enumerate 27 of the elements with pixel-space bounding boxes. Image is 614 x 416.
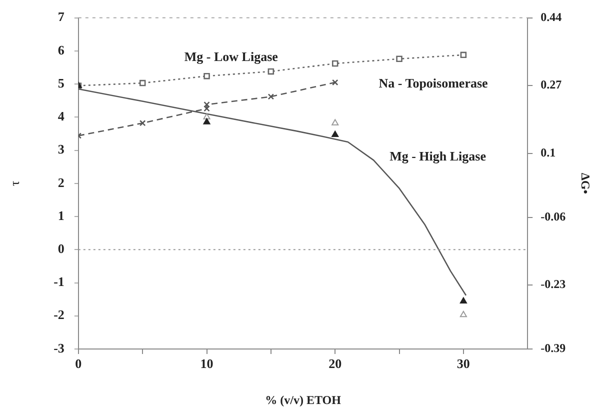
- x-axis-title: % (v/v) ETOH: [265, 392, 342, 407]
- y-tick-label: -2: [54, 307, 64, 322]
- y2-tick-label: 0.27: [540, 78, 562, 92]
- y2-tick-label: -0.39: [540, 341, 566, 356]
- y-tick-label: 0: [58, 241, 64, 256]
- y-tick-label: 2: [58, 174, 64, 190]
- y-tick-label: -1: [54, 274, 64, 290]
- y2-tick-label: 0.1: [540, 146, 556, 160]
- annotation: Mg - Low Ligase: [184, 48, 278, 64]
- annotation: Mg - High Ligase: [390, 148, 486, 164]
- x-tick-label: 30: [456, 356, 470, 372]
- y2-axis-title: ΔG•: [578, 172, 593, 194]
- y-tick-label: 1: [58, 208, 64, 223]
- y-tick-label: 4: [58, 108, 65, 124]
- y2-tick-label: -0.06: [540, 209, 566, 224]
- y-tick-label: 5: [58, 75, 65, 90]
- y-tick-label: -3: [54, 340, 65, 356]
- y-tick-label: 3: [58, 142, 65, 157]
- y2-tick-label: -0.23: [540, 277, 566, 292]
- annotation: Na - Topoisomerase: [378, 75, 488, 90]
- y2-tick-label: 0.44: [540, 10, 562, 24]
- y-tick-label: 6: [58, 42, 65, 58]
- y-tick-label: 7: [58, 9, 65, 24]
- x-tick-label: 0: [75, 356, 82, 372]
- x-tick-label: 10: [200, 356, 214, 372]
- x-tick-label: 20: [328, 356, 342, 372]
- y-axis-title: τ: [7, 180, 22, 186]
